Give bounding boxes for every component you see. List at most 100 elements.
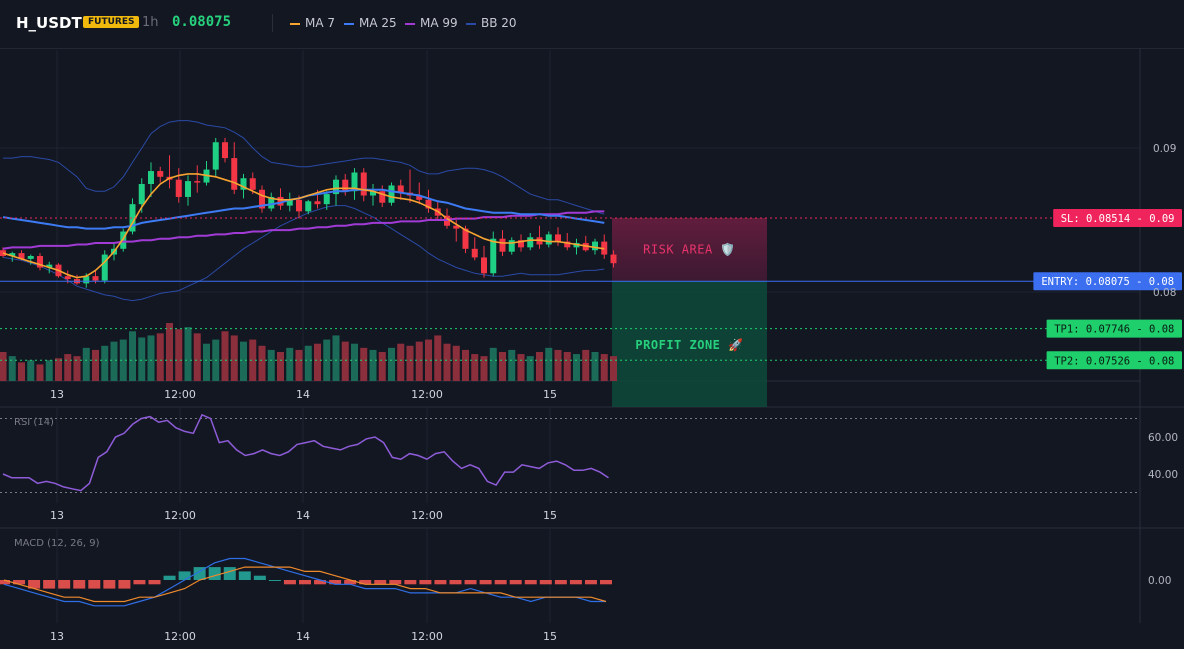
candle-body: [27, 256, 34, 259]
candle-body: [342, 179, 349, 192]
candle-body: [268, 196, 275, 209]
volume-bar: [295, 349, 303, 381]
volume-bar: [332, 335, 340, 381]
candle-body: [425, 199, 432, 209]
volume-bar: [425, 339, 432, 381]
x-tick-label: 14: [296, 630, 310, 643]
futures-badge: FUTURES: [83, 16, 140, 28]
legend-ma25[interactable]: MA 25: [344, 16, 397, 30]
macd-histogram-bar: [539, 580, 552, 585]
volume-bar: [388, 347, 395, 381]
volume-bar: [166, 323, 173, 381]
legend-ma7[interactable]: MA 7: [290, 16, 335, 30]
candle-body: [286, 199, 293, 206]
volume-bar: [499, 352, 506, 381]
legend-ma99[interactable]: MA 99: [405, 16, 458, 30]
volume-bars: [0, 323, 617, 381]
level-tag-label: TP2: 0.07526 - 0.08: [1054, 355, 1174, 367]
level-tag-bg: [1053, 208, 1182, 227]
volume-bar: [27, 360, 35, 381]
volume-bar: [138, 337, 146, 381]
legend-bb20[interactable]: BB 20: [466, 16, 517, 30]
volume-bar: [452, 345, 460, 381]
macd-histogram-bar: [103, 580, 116, 589]
legend-bb20-swatch: [466, 22, 476, 25]
candle-body: [231, 158, 238, 190]
candle-body: [388, 185, 395, 203]
volume-bar: [156, 333, 164, 381]
candle-body: [333, 179, 339, 195]
volume-bar: [536, 352, 543, 381]
macd-histogram-bar: [88, 580, 101, 589]
candle-body: [545, 234, 552, 245]
macd-histogram-bar: [43, 580, 56, 589]
volume-bar: [286, 347, 294, 381]
macd-histogram-bar: [238, 571, 251, 580]
x-tick-label: 12:00: [411, 388, 443, 401]
rsi-title: RSI (14): [14, 417, 54, 428]
grid: [0, 48, 1184, 623]
volume-bar: [45, 360, 53, 381]
candle-body: [194, 181, 201, 183]
macd-histogram-bar: [299, 580, 311, 585]
candle-body: [555, 234, 561, 242]
volume-bar: [249, 339, 257, 381]
macd-histogram-bar: [554, 580, 567, 585]
volume-bar: [18, 362, 25, 381]
macd-histogram-bar: [268, 580, 281, 581]
macd-histogram-bar: [28, 580, 41, 589]
trade-levels: SL: 0.08514 - 0.09 ENTRY: 0.08075 - 0.08 T…: [0, 208, 1182, 370]
candle-body: [351, 172, 358, 192]
candle-body: [508, 240, 515, 252]
macd-histogram-bar: [434, 580, 447, 585]
x-tick-label: 12:00: [411, 509, 443, 522]
macd-histogram-bar: [283, 580, 296, 585]
volume-bar: [443, 343, 451, 381]
volume-bar: [545, 347, 553, 381]
macd-histogram-bar: [569, 580, 582, 585]
volume-bar: [82, 347, 90, 381]
macd-histogram-bar: [449, 580, 462, 585]
volume-bar: [378, 352, 386, 381]
candle-body: [277, 196, 284, 206]
bb-lower-line: [2, 205, 605, 302]
symbol-name[interactable]: H_USDT: [16, 14, 82, 32]
level-tag-label: ENTRY: 0.08075 - 0.08: [1041, 276, 1174, 288]
volume-bar: [517, 354, 525, 381]
volume-bar: [258, 345, 266, 381]
macd-histogram-bar: [148, 580, 161, 585]
macd-title: MACD (12, 26, 9): [14, 538, 100, 549]
macd-histogram-bar: [344, 580, 357, 585]
ma25-line: [2, 188, 605, 230]
ma7-line: [2, 173, 605, 279]
level-tag-label: SL: 0.08514 - 0.09: [1061, 213, 1175, 225]
x-tick-label: 14: [296, 509, 310, 522]
macd-histogram-bar: [584, 580, 597, 585]
y-tick-label: 0.09: [1153, 143, 1176, 155]
volume-bar: [554, 349, 562, 381]
macd-histogram-bar: [0, 580, 10, 585]
macd-histogram-bar: [163, 575, 176, 580]
macd-line: [3, 557, 606, 607]
volume-bar: [0, 352, 7, 381]
x-tick-label: 13: [50, 388, 64, 401]
macd-histogram-bar: [524, 580, 537, 585]
timeframe-selector[interactable]: 1h: [142, 15, 159, 30]
level-tag-bg: [1046, 319, 1182, 338]
macd-histogram-bar: [58, 580, 71, 589]
candles[interactable]: [0, 137, 617, 288]
risk-area-label: RISK AREA 🛡️: [643, 243, 736, 257]
volume-bar: [591, 352, 599, 381]
candle-body: [101, 254, 108, 281]
candle-body: [490, 238, 497, 274]
macd-signal-line: [3, 566, 607, 603]
volume-bar: [221, 331, 229, 381]
candle-body: [453, 225, 460, 229]
legend-ma25-swatch: [344, 22, 354, 25]
candle-body: [481, 257, 487, 274]
x-tick-label: 13: [50, 630, 64, 643]
x-tick-label: 15: [543, 388, 557, 401]
rsi-pane: RSI (14) 60.00 40.00: [0, 413, 1178, 493]
volume-bar: [600, 354, 608, 381]
